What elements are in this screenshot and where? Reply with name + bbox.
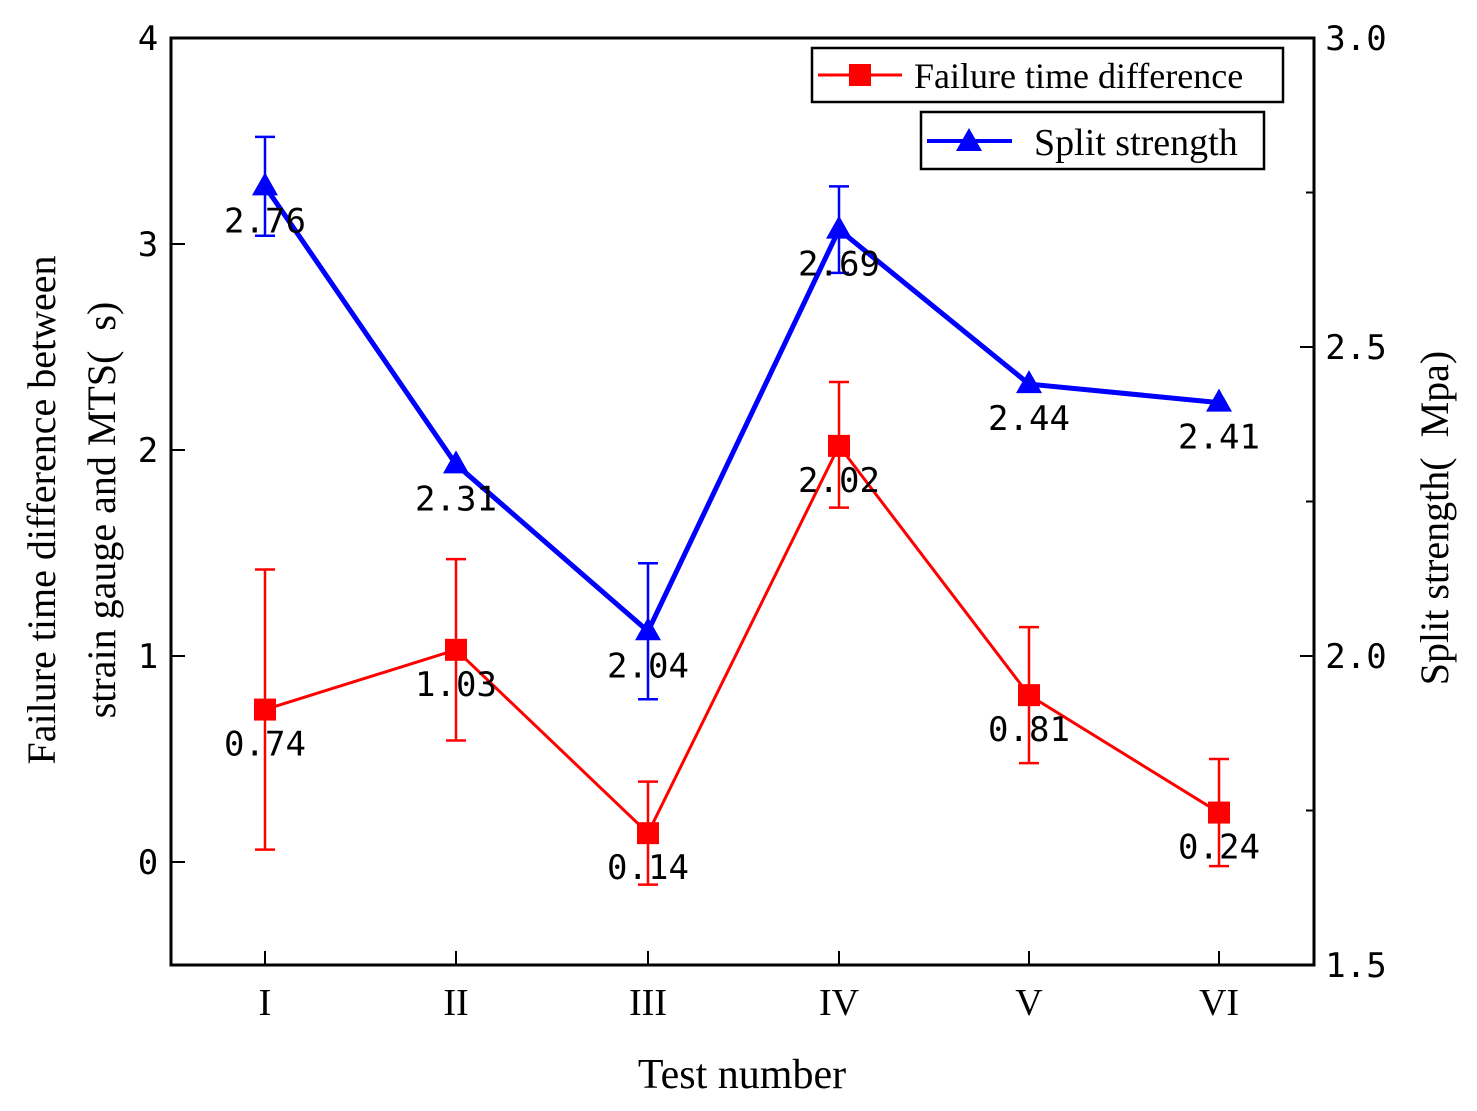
left-y-axis-label-line2: strain gauge and MTS( s): [79, 302, 124, 719]
data-label: 2.02: [798, 461, 880, 501]
x-tick-label: VI: [1199, 982, 1239, 1024]
series-line: [264, 443, 1220, 836]
left-y-tick-label: 1: [138, 637, 158, 677]
series-line: [262, 184, 1220, 636]
legend-marker-square: [849, 64, 871, 86]
legend-marker-triangle: [956, 128, 982, 151]
data-point-square: [828, 434, 850, 457]
data-point-triangle: [635, 617, 661, 641]
right-y-tick-label: 1.5: [1325, 946, 1386, 986]
series-split-strength: [252, 135, 1232, 701]
x-tick-label: III: [629, 982, 667, 1024]
data-label: 0.81: [988, 710, 1070, 750]
legend-item-split-strength: Split strength: [919, 110, 1266, 171]
data-label: 2.31: [415, 479, 497, 519]
x-tick-label: IV: [819, 982, 860, 1024]
legend: Failure time difference Split strength: [810, 46, 1285, 171]
data-label: 2.41: [1178, 418, 1260, 458]
data-point-triangle: [1206, 388, 1232, 412]
data-label: 2.76: [224, 201, 306, 241]
right-y-axis: 1.5 2.0 2.5 3.0: [1300, 19, 1387, 986]
x-tick-label: II: [443, 982, 468, 1024]
data-point-triangle: [826, 215, 852, 239]
data-point-square: [637, 822, 659, 845]
legend-label-split: Split strength: [1034, 122, 1238, 164]
left-y-axis-label-line1: Failure time difference between: [19, 255, 64, 764]
data-point-square: [445, 638, 467, 661]
data-point-triangle: [252, 172, 278, 196]
svg-text:Split strength( Mpa): Split strength( Mpa): [1412, 351, 1457, 685]
data-point-triangle: [1016, 370, 1042, 394]
x-axis-label: Test number: [638, 1052, 846, 1098]
data-label: 2.04: [607, 646, 689, 686]
right-y-tick-label: 2.5: [1325, 328, 1386, 368]
left-y-tick-label: 2: [138, 431, 158, 471]
right-y-tick-label: 2.0: [1325, 637, 1386, 677]
data-label: 0.14: [607, 848, 689, 888]
data-point-triangle: [443, 450, 469, 474]
plot-frame: [169, 36, 1316, 967]
data-label: 2.69: [798, 245, 880, 285]
data-label: 2.44: [988, 399, 1070, 439]
data-point-square: [1208, 801, 1230, 824]
x-axis: I II III IV V VI: [259, 951, 1239, 1024]
data-label: 0.24: [1178, 828, 1260, 868]
left-y-tick-label: 0: [138, 843, 158, 883]
data-point-square: [1018, 684, 1040, 707]
left-y-axis: 0 1 2 3 4: [138, 19, 185, 883]
data-label: 0.74: [224, 725, 306, 765]
legend-item-failure-time-difference: Failure time difference: [810, 46, 1285, 104]
x-tick-label: V: [1015, 982, 1043, 1024]
series-failure-time-difference: [254, 380, 1230, 886]
left-y-tick-label: 4: [138, 19, 158, 59]
left-y-tick-label: 3: [138, 225, 158, 265]
data-label: 1.03: [415, 665, 497, 705]
right-y-tick-label: 3.0: [1325, 19, 1386, 59]
x-tick-label: I: [259, 982, 272, 1024]
legend-label-failure: Failure time difference: [914, 56, 1243, 96]
data-labels: 0.74 1.03 0.14 2.02 0.81 0.24 2.76 2.31 2.04 2.69…: [224, 201, 1260, 888]
right-y-axis-label: Split strength( Mpa): [1412, 351, 1457, 685]
data-point-square: [254, 698, 276, 721]
left-y-axis-label: Failure time difference between strain g…: [19, 255, 124, 764]
